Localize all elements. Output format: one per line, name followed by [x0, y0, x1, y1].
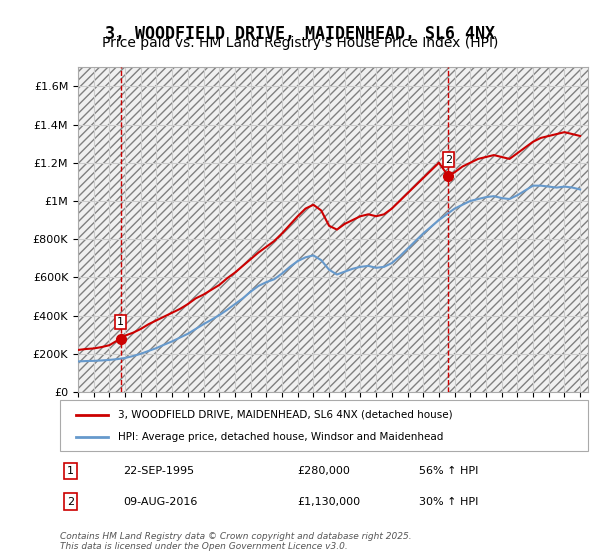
Text: Price paid vs. HM Land Registry's House Price Index (HPI): Price paid vs. HM Land Registry's House … — [102, 36, 498, 50]
Text: Contains HM Land Registry data © Crown copyright and database right 2025.
This d: Contains HM Land Registry data © Crown c… — [60, 532, 412, 552]
Text: HPI: Average price, detached house, Windsor and Maidenhead: HPI: Average price, detached house, Wind… — [118, 432, 443, 442]
Text: 22-SEP-1995: 22-SEP-1995 — [124, 466, 194, 476]
Text: 3, WOODFIELD DRIVE, MAIDENHEAD, SL6 4NX (detached house): 3, WOODFIELD DRIVE, MAIDENHEAD, SL6 4NX … — [118, 409, 453, 419]
Text: 30% ↑ HPI: 30% ↑ HPI — [419, 497, 478, 507]
Text: 1: 1 — [67, 466, 74, 476]
Text: 1: 1 — [117, 317, 124, 327]
FancyBboxPatch shape — [60, 400, 588, 451]
Text: 2: 2 — [67, 497, 74, 507]
Text: 56% ↑ HPI: 56% ↑ HPI — [419, 466, 478, 476]
Text: 2: 2 — [445, 155, 452, 165]
Text: 09-AUG-2016: 09-AUG-2016 — [124, 497, 198, 507]
Text: £1,130,000: £1,130,000 — [298, 497, 361, 507]
Text: 3, WOODFIELD DRIVE, MAIDENHEAD, SL6 4NX: 3, WOODFIELD DRIVE, MAIDENHEAD, SL6 4NX — [105, 25, 495, 43]
Text: £280,000: £280,000 — [298, 466, 350, 476]
